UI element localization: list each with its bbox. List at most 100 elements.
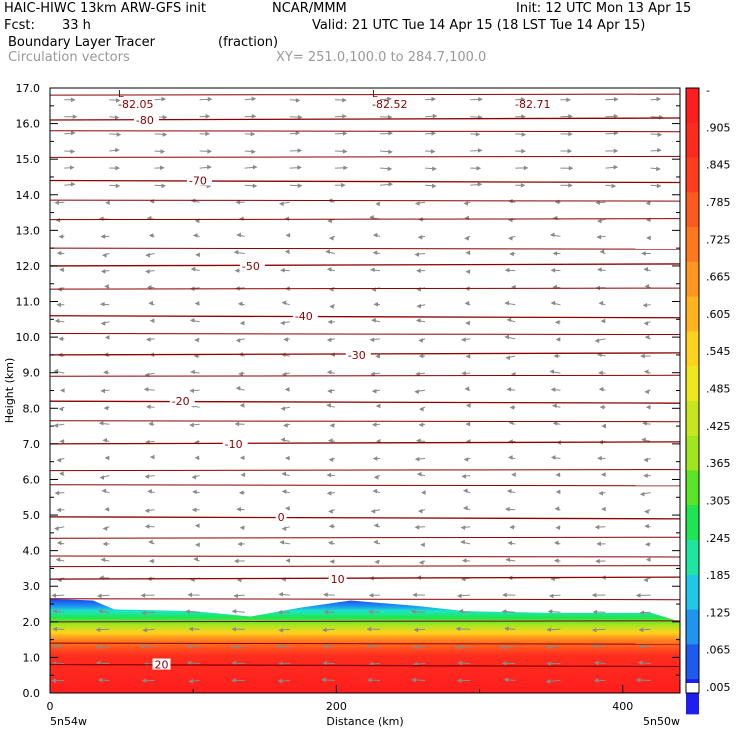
wind-vector-head: [251, 96, 257, 102]
forecast-hour: 33 h: [62, 18, 91, 33]
wind-vector-head: [327, 540, 333, 546]
y-tick-label: 16.0: [16, 118, 41, 131]
wind-vector-head: [645, 404, 651, 410]
wind-vector-head: [509, 524, 514, 530]
wind-vector-head: [205, 131, 210, 137]
wind-vector-head: [53, 643, 58, 649]
wind-vector-head: [555, 525, 561, 530]
wind-vector-head: [372, 250, 378, 255]
wind-vector-head: [368, 593, 374, 598]
wind-vector-head: [54, 318, 60, 324]
wind-vector-head: [233, 249, 239, 255]
wind-vector-head: [596, 541, 601, 547]
wind-vector-head: [144, 474, 150, 479]
contour-line: [49, 247, 681, 250]
wind-vector-head: [506, 387, 512, 392]
wind-vector-head: [53, 368, 59, 374]
wind-vector-head: [546, 627, 552, 633]
colorbar-label: .905: [706, 121, 731, 134]
wind-vector-head: [326, 402, 331, 408]
contour-line: [49, 218, 681, 221]
field-units: (fraction): [218, 35, 279, 50]
wind-vector-head: [236, 577, 242, 583]
wind-vector-head: [643, 266, 649, 272]
wind-vector-head: [552, 403, 557, 409]
wind-vector-head: [500, 644, 506, 650]
wind-vector-head: [115, 165, 120, 171]
wind-vector-head: [567, 148, 573, 154]
wind-vector-head: [555, 489, 561, 495]
wind-vector-head: [592, 643, 597, 648]
wind-vector-head: [465, 269, 471, 274]
wind-vector-head: [553, 353, 559, 359]
contour-label: -50: [242, 260, 260, 273]
wind-vector-head: [507, 540, 513, 546]
wind-vector-head: [599, 404, 605, 410]
wind-vector-head: [431, 131, 437, 136]
wind-vector-head: [194, 337, 199, 343]
wind-vector-head: [642, 420, 647, 426]
wind-vector-head: [613, 113, 619, 119]
wind-vector-head: [644, 523, 649, 529]
wind-vector-head: [642, 302, 648, 308]
wind-vector-head: [101, 488, 107, 494]
y-tick-label: 9.0: [23, 367, 41, 380]
wind-vector-head: [322, 643, 328, 649]
wind-vector-head: [146, 284, 152, 290]
wind-vector-head: [566, 97, 571, 103]
colorbar-swatch: [686, 505, 699, 541]
wind-vector-head: [432, 166, 437, 172]
colorbar-swatch: [686, 227, 699, 263]
wind-vector-head: [284, 387, 290, 392]
wind-vector-head: [326, 369, 332, 375]
wind-vector-head: [476, 165, 482, 171]
wind-vector-head: [568, 165, 574, 171]
wind-vector-head: [594, 524, 600, 530]
colorbar-label: .185: [706, 569, 731, 582]
colorbar-label: .665: [706, 271, 731, 284]
wind-vector-head: [141, 678, 147, 683]
wind-vector-head: [387, 166, 393, 172]
y-tick-label: 15.0: [16, 153, 41, 166]
wind-vector-head: [235, 199, 241, 205]
wind-vector-head: [553, 540, 559, 546]
wind-vector-head: [414, 389, 419, 395]
wind-vector-head: [285, 558, 291, 563]
wind-vector-head: [59, 439, 65, 444]
wind-vector-head: [465, 320, 470, 326]
wind-vector-head: [416, 268, 421, 274]
wind-vector-head: [504, 300, 510, 306]
wind-vector-head: [455, 645, 461, 650]
wind-vector-head: [511, 472, 516, 477]
wind-vector-head: [149, 454, 155, 460]
wind-vector-head: [341, 182, 346, 188]
wind-vector-head: [233, 558, 239, 564]
wind-vector-head: [430, 149, 436, 154]
y-tick-label: 5.0: [23, 509, 41, 522]
contour-line: [49, 130, 681, 133]
wind-vector-head: [548, 593, 554, 599]
wind-vector-head: [375, 201, 380, 207]
wind-vector-head: [463, 457, 469, 462]
colorbar-swatch: [686, 122, 699, 159]
contour-line: [49, 420, 681, 423]
wind-vector-head: [56, 302, 61, 308]
wind-vector-head: [552, 284, 557, 290]
contour-line: [49, 93, 681, 96]
wind-vector-head: [643, 577, 648, 583]
wind-vector-head: [100, 234, 106, 239]
wind-vector-head: [55, 557, 61, 562]
wind-vector-head: [278, 627, 283, 633]
wind-vector-head: [104, 455, 110, 461]
x-tick-label: 200: [326, 700, 347, 713]
wind-vector-head: [295, 98, 301, 103]
wind-vector-head: [550, 387, 556, 392]
wind-vector-head: [70, 149, 76, 154]
contour-line: [49, 441, 681, 445]
wind-vector-head: [53, 423, 59, 428]
wind-vector-head: [591, 592, 597, 598]
wind-vector-head: [207, 96, 213, 102]
wind-vector-head: [506, 317, 512, 323]
wind-vector-head: [370, 267, 375, 273]
forecast-label: Fcst:: [4, 18, 35, 33]
